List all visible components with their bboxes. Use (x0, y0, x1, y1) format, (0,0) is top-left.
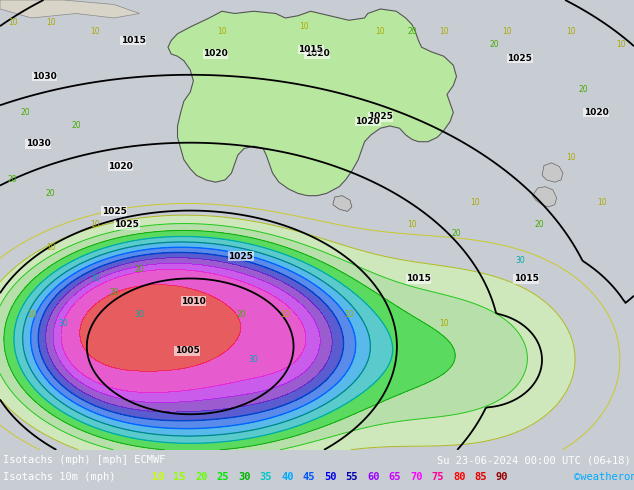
Text: 1025: 1025 (101, 207, 127, 216)
Text: 1025: 1025 (114, 220, 139, 229)
Polygon shape (168, 9, 456, 196)
Text: 10: 10 (407, 220, 417, 229)
Text: 20: 20 (71, 122, 81, 130)
Text: 15: 15 (174, 472, 186, 482)
Text: 1020: 1020 (583, 108, 609, 117)
Text: 1025: 1025 (368, 112, 393, 122)
Text: 10: 10 (502, 27, 512, 36)
Text: Su 23-06-2024 00:00 UTC (06+18): Su 23-06-2024 00:00 UTC (06+18) (437, 455, 631, 465)
Text: 1005: 1005 (174, 346, 200, 355)
Text: 10: 10 (90, 220, 100, 229)
Text: 1030: 1030 (32, 72, 57, 81)
Text: 10: 10 (566, 153, 576, 162)
Text: 10: 10 (439, 319, 449, 328)
Text: 1020: 1020 (108, 162, 133, 171)
Text: ©weatheronline.co.uk: ©weatheronline.co.uk (574, 472, 634, 482)
Text: 35: 35 (259, 472, 272, 482)
Text: 25: 25 (216, 472, 229, 482)
Text: 30: 30 (238, 472, 250, 482)
Text: 10: 10 (152, 472, 164, 482)
Text: 10: 10 (439, 27, 449, 36)
Text: 20: 20 (407, 27, 417, 36)
Text: 65: 65 (389, 472, 401, 482)
Text: 45: 45 (302, 472, 315, 482)
Text: 30: 30 (58, 319, 68, 328)
Text: 85: 85 (474, 472, 487, 482)
Text: 10: 10 (90, 27, 100, 36)
Text: 1025: 1025 (228, 252, 254, 261)
Text: 20: 20 (195, 472, 207, 482)
Text: 10: 10 (616, 41, 626, 49)
Text: 1015: 1015 (120, 36, 146, 45)
Text: 80: 80 (453, 472, 465, 482)
Polygon shape (0, 0, 139, 18)
Text: 90: 90 (496, 472, 508, 482)
Text: 60: 60 (367, 472, 380, 482)
Text: 1015: 1015 (406, 274, 431, 283)
Text: 10: 10 (375, 27, 385, 36)
Text: 10: 10 (280, 310, 290, 319)
Text: 20: 20 (489, 41, 500, 49)
Polygon shape (533, 187, 557, 207)
Text: 1010: 1010 (181, 297, 206, 306)
Text: 30: 30 (249, 355, 259, 365)
Text: 10: 10 (46, 18, 56, 27)
Text: 20: 20 (451, 229, 462, 239)
Text: 10: 10 (344, 310, 354, 319)
Text: 10: 10 (46, 243, 56, 252)
Text: 1015: 1015 (298, 45, 323, 54)
Text: 20: 20 (8, 175, 18, 184)
Text: 1015: 1015 (514, 274, 539, 283)
Text: 20: 20 (534, 220, 544, 229)
Text: Isotachs (mph) [mph] ECMWF: Isotachs (mph) [mph] ECMWF (3, 455, 165, 465)
Text: 30: 30 (515, 256, 525, 266)
Text: 20: 20 (134, 266, 145, 274)
Polygon shape (542, 163, 563, 182)
Text: 75: 75 (432, 472, 444, 482)
Text: 10: 10 (217, 27, 227, 36)
Text: 10: 10 (566, 27, 576, 36)
Text: 30: 30 (90, 274, 100, 283)
Text: 70: 70 (410, 472, 422, 482)
Text: 20: 20 (20, 108, 30, 117)
Text: 55: 55 (346, 472, 358, 482)
Text: 1025: 1025 (507, 54, 533, 63)
Text: 10: 10 (470, 198, 481, 207)
Text: 10: 10 (597, 198, 607, 207)
Text: 1030: 1030 (25, 140, 51, 148)
Text: 20: 20 (46, 189, 56, 198)
Text: 20: 20 (236, 310, 246, 319)
Text: Isotachs 10m (mph): Isotachs 10m (mph) (3, 472, 115, 482)
Text: 10: 10 (8, 18, 18, 27)
Text: 30: 30 (134, 310, 145, 319)
Text: 1020: 1020 (304, 49, 330, 58)
Text: 20: 20 (109, 288, 119, 297)
Text: 40: 40 (281, 472, 294, 482)
Text: 10: 10 (27, 310, 37, 319)
Text: 20: 20 (578, 85, 588, 95)
Text: 1020: 1020 (203, 49, 228, 58)
Polygon shape (333, 196, 352, 211)
Text: 1020: 1020 (355, 117, 380, 126)
Text: 50: 50 (324, 472, 337, 482)
Text: 10: 10 (299, 23, 309, 31)
